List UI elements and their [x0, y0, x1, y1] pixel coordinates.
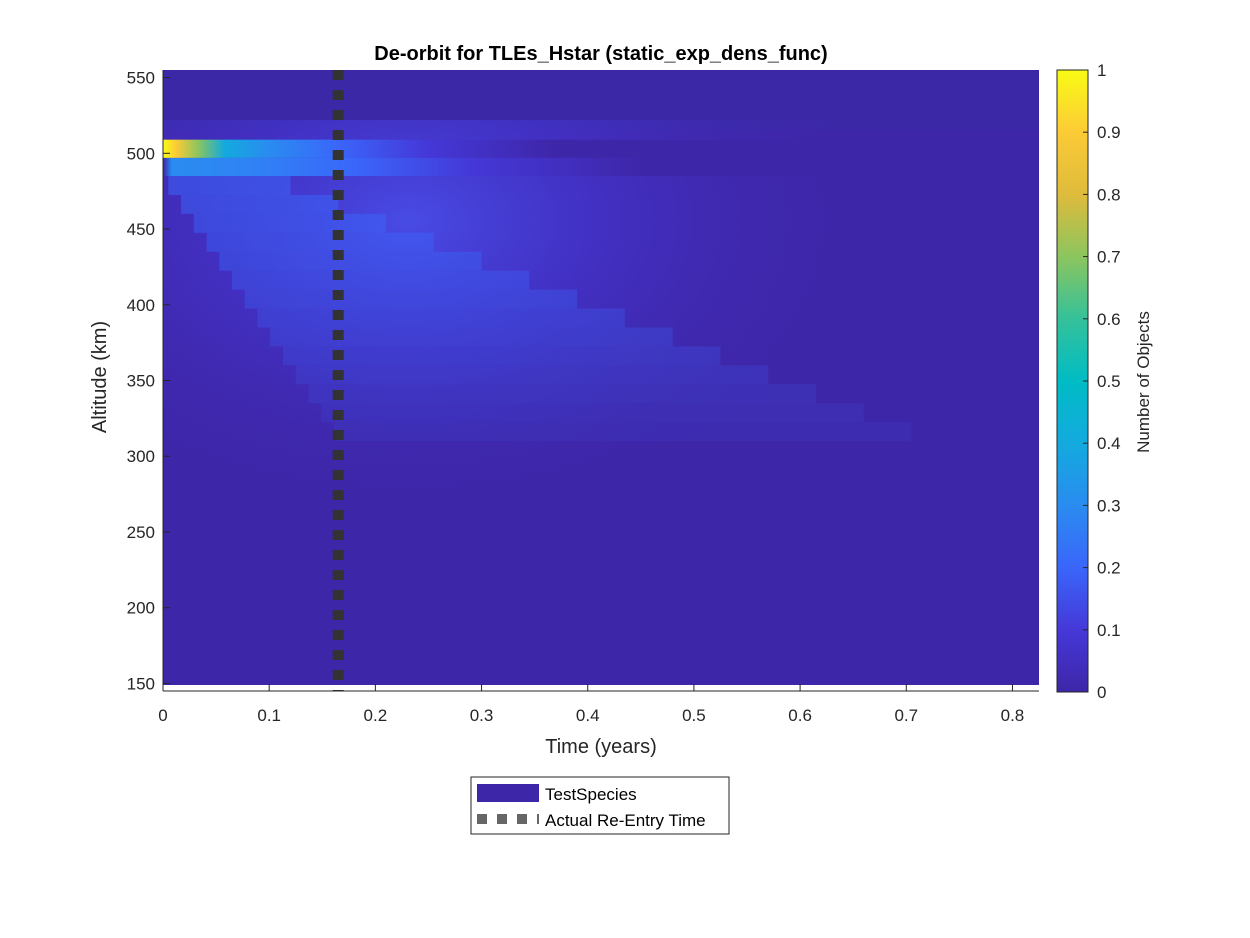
x-tick-label: 0.1	[257, 706, 281, 725]
x-axis-label: Time (years)	[545, 736, 656, 758]
colorbar-tick-label: 0.6	[1097, 310, 1121, 329]
colorbar-tick-label: 0.8	[1097, 185, 1121, 204]
y-tick-label: 450	[127, 220, 155, 239]
colorbar-tick-label: 0	[1097, 683, 1106, 702]
heatmap-cell-row	[181, 194, 339, 214]
y-tick-label: 350	[127, 372, 155, 391]
heatmap-cell-row	[295, 365, 769, 385]
colorbar-tick-label: 0.5	[1097, 372, 1121, 391]
heatmap-cell-row	[257, 308, 625, 328]
y-axis-label: Altitude (km)	[89, 321, 111, 433]
y-tick-label: 300	[127, 447, 155, 466]
x-tick-label: 0.3	[470, 706, 494, 725]
colorbar	[1056, 69, 1089, 693]
heatmap-cell-row	[219, 251, 482, 271]
heatmap-band	[163, 157, 1039, 177]
x-tick-label: 0	[158, 706, 167, 725]
heatmap-cell-row	[206, 232, 434, 252]
x-tick-label: 0.4	[576, 706, 600, 725]
x-tick-label: 0.6	[788, 706, 812, 725]
x-tick-label: 0.8	[1001, 706, 1025, 725]
heatmap-cell-row	[232, 270, 530, 290]
colorbar-label: Number of Objects	[1134, 311, 1153, 453]
heatmap-cell-row	[244, 289, 578, 309]
colorbar-tick-label: 0.2	[1097, 559, 1121, 578]
colorbar-tick-label: 0.9	[1097, 123, 1121, 142]
legend-label-reentry: Actual Re-Entry Time	[545, 811, 706, 830]
y-tick-label: 250	[127, 523, 155, 542]
legend-label-testspecies: TestSpecies	[545, 785, 637, 804]
colorbar-tick-label: 1	[1097, 61, 1106, 80]
y-tick-label: 500	[127, 144, 155, 163]
x-tick-label: 0.5	[682, 706, 706, 725]
heatmap-band	[163, 139, 1039, 158]
x-tick-label: 0.7	[894, 706, 918, 725]
legend-swatch-testspecies	[477, 784, 539, 802]
heatmap-cell-row	[193, 213, 386, 233]
heatmap-cell-row	[282, 346, 721, 366]
heatmap-cell-row	[333, 422, 912, 442]
x-axis-ticks: 0 0.1 0.2 0.3 0.4 0.5 0.6 0.7 0.8	[158, 684, 1024, 725]
x-tick-label: 0.2	[364, 706, 388, 725]
plot-area	[163, 70, 1039, 685]
colorbar-tick-label: 0.1	[1097, 621, 1121, 640]
heatmap-cell-row	[270, 327, 673, 347]
y-tick-label: 150	[127, 674, 155, 693]
heatmap-cell-row	[168, 176, 291, 195]
colorbar-ticks: 0 0.1 0.2 0.3 0.4 0.5 0.6 0.7 0.8 0.9 1	[1083, 61, 1121, 702]
heatmap-cell-row	[321, 403, 864, 423]
legend: TestSpecies Actual Re-Entry Time	[470, 776, 730, 835]
heatmap-cell-row	[308, 384, 817, 404]
colorbar-tick-label: 0.3	[1097, 496, 1121, 515]
colorbar-tick-label: 0.7	[1097, 248, 1121, 267]
colorbar-tick-label: 0.4	[1097, 434, 1121, 453]
chart-title: De-orbit for TLEs_Hstar (static_exp_dens…	[374, 43, 827, 65]
y-tick-label: 200	[127, 599, 155, 618]
y-axis-ticks: 150 200 250 300 350 400 450 500 550	[127, 69, 170, 693]
y-tick-label: 400	[127, 296, 155, 315]
y-tick-label: 550	[127, 69, 155, 88]
